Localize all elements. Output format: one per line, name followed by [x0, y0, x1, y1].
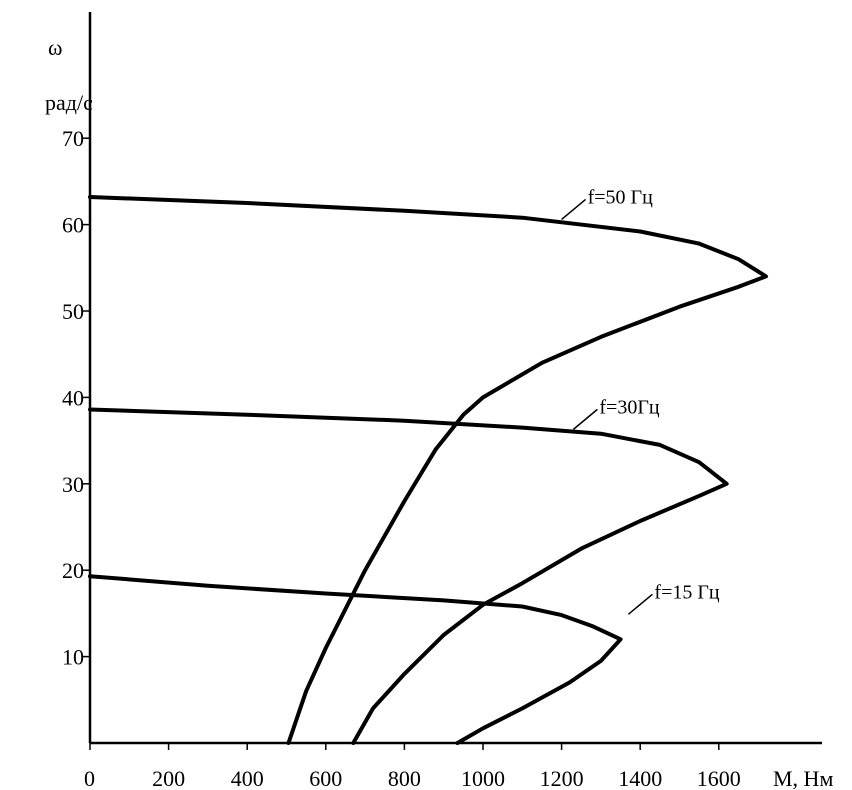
y-tick-label: 60 [62, 213, 84, 238]
y-axis-unit: рад/с [45, 90, 93, 115]
x-tick-label: 0 [84, 766, 95, 790]
series-line-2 [88, 407, 729, 745]
y-tick-label: 70 [62, 126, 84, 151]
x-tick-label: 1200 [540, 766, 584, 790]
y-tick-label: 30 [62, 472, 84, 497]
x-tick-label: 800 [388, 766, 421, 790]
x-tick-label: 1400 [618, 766, 662, 790]
annotations: f=50 Гц f=30Гц f=15 Гц [561, 186, 720, 615]
annotation-leader [561, 198, 587, 220]
annotation-label: f=50 Гц [588, 186, 654, 208]
y-tick-label: 10 [62, 645, 84, 670]
annotation-label: f=30Гц [599, 396, 660, 418]
series-line-1 [88, 195, 768, 745]
x-tick-label: 1600 [697, 766, 741, 790]
x-tick-label: 400 [231, 766, 264, 790]
y-tick-label: 50 [62, 299, 84, 324]
y-tick-label: 40 [62, 385, 84, 410]
x-tick-label: 200 [152, 766, 185, 790]
x-axis-label: М, Нм [773, 766, 833, 790]
annotation-leader [572, 408, 598, 430]
x-tick-label: 600 [309, 766, 342, 790]
axes [88, 12, 822, 745]
x-tick-label: 1000 [461, 766, 505, 790]
y-tick-label: 20 [62, 558, 84, 583]
series-line-3 [88, 574, 623, 745]
y-axis-symbol: ω [48, 35, 62, 60]
curves [88, 195, 768, 745]
annotation-label: f=15 Гц [654, 581, 720, 603]
ticks: 0 200 400 600 800 1000 1200 1400 1600 10 20 30 40 50 6… [62, 126, 741, 790]
annotation-leader [627, 593, 653, 615]
